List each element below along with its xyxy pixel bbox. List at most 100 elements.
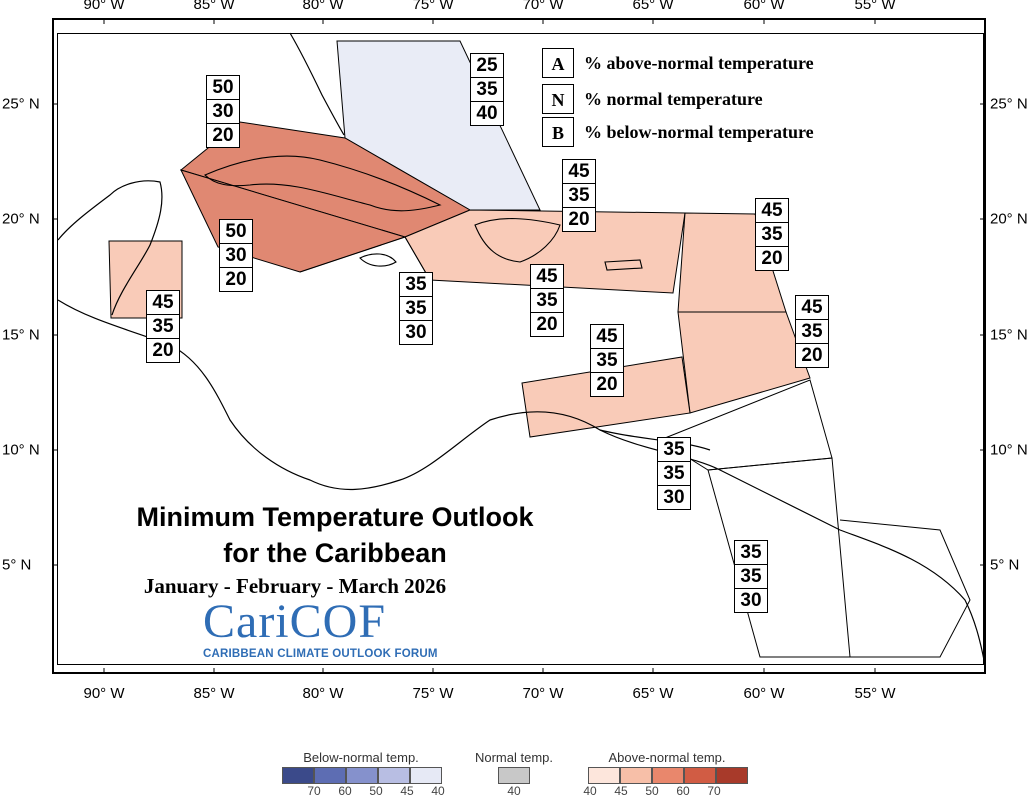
colorbar-normal-swatch xyxy=(498,767,530,784)
prob-above: 45 xyxy=(795,295,829,320)
lon-label-top: 85° W xyxy=(193,0,235,13)
colorbar-above-swatch xyxy=(620,767,652,784)
map-outer-frame xyxy=(52,18,986,674)
lon-label-bottom: 55° W xyxy=(854,685,896,702)
puerto-rico-coastline xyxy=(604,259,643,271)
map-title-line2: for the Caribbean xyxy=(223,538,447,568)
zone-jamaica-outline xyxy=(299,236,431,281)
prob-below: 20 xyxy=(590,372,624,397)
colorbar-below-tick: 45 xyxy=(400,784,414,798)
prob-below: 30 xyxy=(399,320,433,345)
lon-label-top: 75° W xyxy=(412,0,454,13)
prob-normal: 30 xyxy=(206,99,240,124)
lon-label-bottom: 80° W xyxy=(302,685,344,702)
prob-above: 50 xyxy=(219,219,253,244)
lon-label-top: 65° W xyxy=(632,0,674,13)
map-season: January - February - March 2026 xyxy=(143,574,447,598)
prob-box-trinidad-tobago: 35 35 30 xyxy=(657,437,691,510)
prob-above: 35 xyxy=(399,272,433,297)
legend-key-text: % above-normal temperature xyxy=(584,52,814,73)
prob-below: 30 xyxy=(734,588,768,613)
legend-key-letter: B xyxy=(542,117,574,147)
prob-normal: 35 xyxy=(590,348,624,373)
colorbar-below-swatch xyxy=(378,767,410,784)
lon-label-bottom: 75° W xyxy=(412,685,454,702)
prob-below: 20 xyxy=(562,207,596,232)
legend-key-text: % below-normal temperature xyxy=(584,121,814,142)
lon-label-top: 60° W xyxy=(743,0,785,13)
prob-normal: 35 xyxy=(530,288,564,313)
prob-above: 45 xyxy=(562,159,596,184)
colorbar-above-swatch xyxy=(652,767,684,784)
lat-label-right: 10° N xyxy=(990,441,1028,459)
florida-coastline xyxy=(289,32,345,136)
prob-normal: 30 xyxy=(219,243,253,268)
legend-key-text: % normal temperature xyxy=(584,88,763,109)
colorbar-below-swatch xyxy=(410,767,442,784)
prob-box-abc-islands: 45 35 20 xyxy=(590,324,624,397)
lat-label-left: 15° N xyxy=(2,326,40,344)
colorbar-below-tick: 40 xyxy=(431,784,445,798)
colorbar-above-tick: 45 xyxy=(614,784,628,798)
jamaica-coastline xyxy=(359,253,397,267)
prob-above: 25 xyxy=(470,53,504,78)
prob-box-jamaica: 35 35 30 xyxy=(399,272,433,345)
colorbar-above-swatch xyxy=(588,767,620,784)
prob-box-cuba: 50 30 20 xyxy=(206,75,240,148)
prob-below: 20 xyxy=(795,343,829,368)
colorbar-above-swatch xyxy=(716,767,748,784)
caricof-logo-tagline: CARIBBEAN CLIMATE OUTLOOK FORUM xyxy=(203,648,438,660)
lon-label-bottom: 90° W xyxy=(83,685,125,702)
prob-box-leewards: 45 35 20 xyxy=(755,198,789,271)
prob-below: 40 xyxy=(470,101,504,126)
prob-normal: 35 xyxy=(755,222,789,247)
prob-below: 20 xyxy=(146,338,180,363)
prob-normal: 35 xyxy=(795,319,829,344)
prob-box-windwards: 45 35 20 xyxy=(795,295,829,368)
map-title-line1: Minimum Temperature Outlook xyxy=(136,502,534,532)
lon-label-bottom: 85° W xyxy=(193,685,235,702)
legend-key-letter: N xyxy=(542,84,574,114)
prob-normal: 35 xyxy=(734,564,768,589)
prob-normal: 35 xyxy=(562,183,596,208)
prob-below: 20 xyxy=(206,123,240,148)
lon-label-top: 70° W xyxy=(522,0,564,13)
colorbar-below-tick: 70 xyxy=(307,784,321,798)
prob-normal: 35 xyxy=(146,314,180,339)
colorbar-above-label: Above-normal temp. xyxy=(608,750,726,765)
lat-label-right: 15° N xyxy=(990,326,1028,344)
prob-below: 20 xyxy=(755,246,789,271)
legend-row-normal: N % normal temperature xyxy=(542,84,763,114)
lon-label-top: 80° W xyxy=(302,0,344,13)
axis-ticks xyxy=(52,18,986,674)
zone-guianas-outline xyxy=(707,457,851,658)
legend-row-below: B % below-normal temperature xyxy=(542,117,814,147)
prob-normal: 35 xyxy=(399,296,433,321)
prob-above: 35 xyxy=(657,437,691,462)
colorbar-below-swatch xyxy=(346,767,378,784)
prob-above: 45 xyxy=(146,290,180,315)
yucatan-coastline xyxy=(57,180,163,316)
colorbar-below-tick: 50 xyxy=(369,784,383,798)
colorbar-below-label: Below-normal temp. xyxy=(303,750,419,765)
colorbar-below-swatch xyxy=(314,767,346,784)
caricof-logo: CariCOF xyxy=(203,595,387,648)
zone-french-guiana-outline xyxy=(839,519,971,658)
colorbar-below-tick: 60 xyxy=(338,784,352,798)
prob-above: 35 xyxy=(734,540,768,565)
prob-below: 20 xyxy=(219,267,253,292)
colorbar-above-tick: 50 xyxy=(645,784,659,798)
lat-label-right: 25° N xyxy=(990,95,1028,113)
lat-label-left: 5° N xyxy=(2,556,32,574)
colorbar-above-tick: 70 xyxy=(707,784,721,798)
hispaniola-coastline xyxy=(474,218,561,263)
prob-normal: 35 xyxy=(657,461,691,486)
prob-above: 45 xyxy=(755,198,789,223)
prob-box-belize: 45 35 20 xyxy=(146,290,180,363)
lat-label-right: 20° N xyxy=(990,210,1028,228)
prob-box-guianas: 35 35 30 xyxy=(734,540,768,613)
colorbar-below-swatch xyxy=(282,767,314,784)
prob-box-hispaniola-pr: 45 35 20 xyxy=(530,264,564,337)
zone-abc-islands xyxy=(521,356,691,438)
colorbar-above-swatch xyxy=(684,767,716,784)
